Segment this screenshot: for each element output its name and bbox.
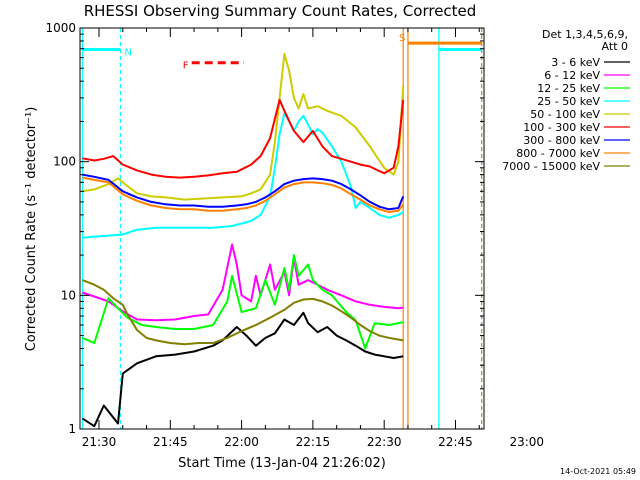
legend-label: 3 - 6 keV bbox=[551, 56, 600, 69]
y-axis-label: Corrected Count Rate (s⁻¹ detector⁻¹) bbox=[24, 107, 39, 352]
generation-timestamp: 14-Oct-2021 05:49 bbox=[560, 467, 636, 476]
x-axis: 21:30 21:45 22:00 22:15 22:30 22:45 23:00 bbox=[82, 28, 544, 449]
x-tick-label: 23:00 bbox=[509, 435, 544, 449]
series-line bbox=[82, 279, 404, 346]
series-line bbox=[82, 176, 405, 213]
y-axis: 1 10 100 1000 bbox=[45, 21, 484, 436]
series-line bbox=[82, 173, 405, 211]
legend-label: 300 - 800 keV bbox=[523, 134, 600, 147]
status-bar-label: S bbox=[399, 33, 405, 44]
x-tick-label: 22:00 bbox=[224, 435, 259, 449]
y-tick-label: 1000 bbox=[45, 21, 76, 35]
legend-header: Att 0 bbox=[602, 40, 628, 53]
legend-header: Det 1,3,4,5,6,9, bbox=[542, 28, 628, 41]
series-line bbox=[82, 98, 405, 179]
y-tick-label: 1 bbox=[68, 422, 76, 436]
series-line bbox=[82, 254, 404, 350]
legend-label: 7000 - 15000 keV bbox=[502, 160, 600, 173]
series-line bbox=[81, 311, 404, 428]
x-axis-label: Start Time (13-Jan-04 21:26:02) bbox=[178, 456, 386, 471]
x-tick-label: 21:30 bbox=[82, 435, 117, 449]
legend-label: 50 - 100 keV bbox=[530, 108, 600, 121]
y-tick-label: 10 bbox=[61, 288, 76, 302]
legend-label: 800 - 7000 keV bbox=[516, 147, 600, 160]
series-line bbox=[82, 52, 405, 201]
chart-title: RHESSI Observing Summary Count Rates, Co… bbox=[84, 2, 477, 20]
legend-label: 6 - 12 keV bbox=[544, 69, 600, 82]
status-bar-label: F bbox=[183, 61, 189, 72]
x-tick-label: 21:45 bbox=[153, 435, 188, 449]
status-bar-label: N bbox=[124, 48, 131, 59]
legend-label: 100 - 300 keV bbox=[523, 121, 600, 134]
series-layer bbox=[81, 52, 405, 428]
plot-frame bbox=[79, 27, 485, 430]
legend-label: 25 - 50 keV bbox=[537, 95, 600, 108]
x-tick-label: 22:30 bbox=[367, 435, 402, 449]
x-tick-label: 22:15 bbox=[296, 435, 331, 449]
y-tick-label: 100 bbox=[53, 155, 76, 169]
x-tick-label: 22:45 bbox=[438, 435, 473, 449]
legend-label: 12 - 25 keV bbox=[537, 82, 600, 95]
